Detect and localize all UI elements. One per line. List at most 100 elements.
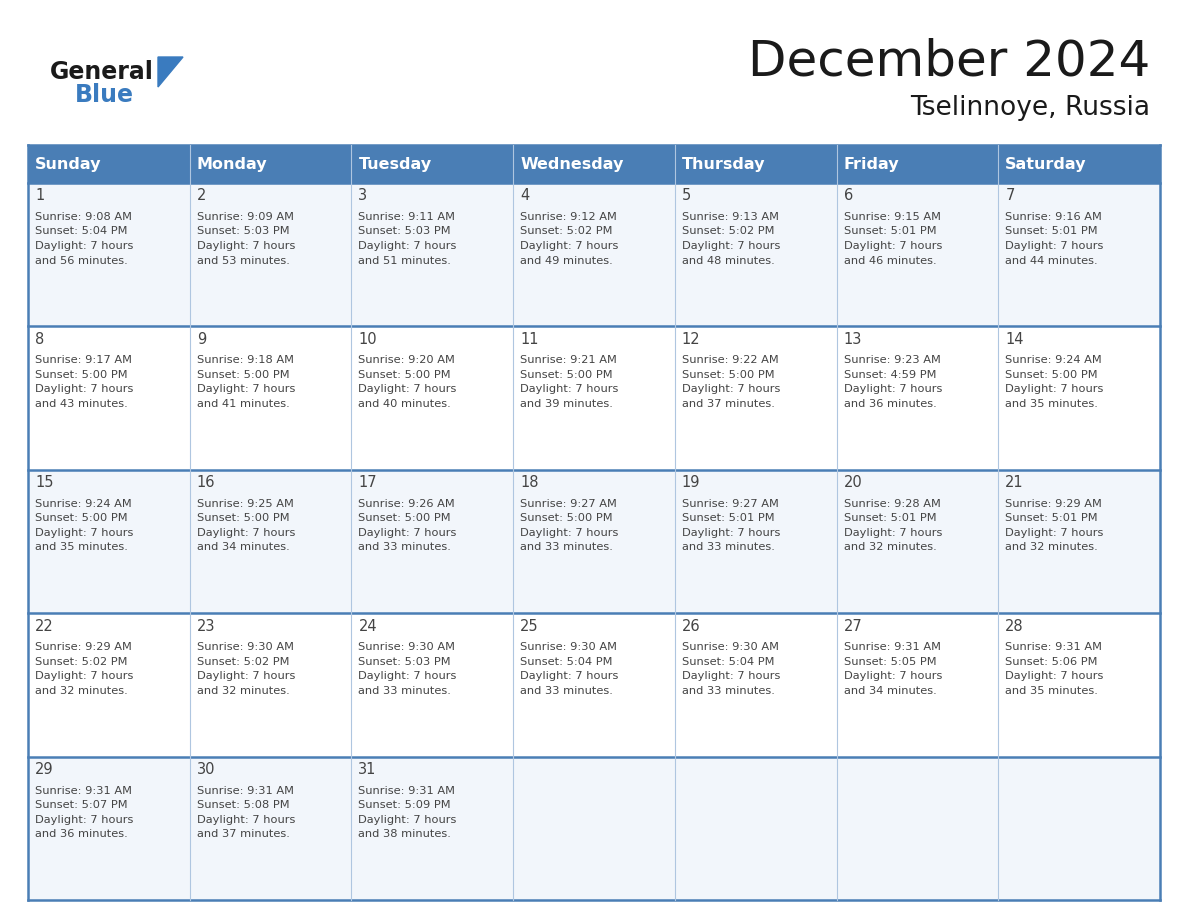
- Text: Sunrise: 9:28 AM: Sunrise: 9:28 AM: [843, 498, 941, 509]
- Text: Tuesday: Tuesday: [359, 158, 431, 173]
- Text: Daylight: 7 hours: Daylight: 7 hours: [843, 671, 942, 681]
- Text: Sunrise: 9:30 AM: Sunrise: 9:30 AM: [197, 643, 293, 652]
- Text: Sunrise: 9:31 AM: Sunrise: 9:31 AM: [1005, 643, 1102, 652]
- Text: Daylight: 7 hours: Daylight: 7 hours: [520, 385, 619, 395]
- Text: 14: 14: [1005, 332, 1024, 347]
- Text: and 35 minutes.: and 35 minutes.: [1005, 399, 1098, 409]
- Text: 13: 13: [843, 332, 862, 347]
- Text: Daylight: 7 hours: Daylight: 7 hours: [34, 671, 133, 681]
- Text: Daylight: 7 hours: Daylight: 7 hours: [1005, 241, 1104, 251]
- Text: Sunrise: 9:24 AM: Sunrise: 9:24 AM: [1005, 355, 1102, 365]
- Text: Daylight: 7 hours: Daylight: 7 hours: [34, 241, 133, 251]
- Text: 4: 4: [520, 188, 530, 204]
- Text: Daylight: 7 hours: Daylight: 7 hours: [520, 241, 619, 251]
- Text: 16: 16: [197, 476, 215, 490]
- Text: and 43 minutes.: and 43 minutes.: [34, 399, 128, 409]
- Text: Sunset: 5:04 PM: Sunset: 5:04 PM: [34, 227, 127, 237]
- Text: Sunrise: 9:20 AM: Sunrise: 9:20 AM: [359, 355, 455, 365]
- Bar: [29, 183, 1159, 327]
- Text: and 53 minutes.: and 53 minutes.: [197, 255, 290, 265]
- Text: Daylight: 7 hours: Daylight: 7 hours: [843, 241, 942, 251]
- Text: and 32 minutes.: and 32 minutes.: [197, 686, 290, 696]
- Text: Sunrise: 9:09 AM: Sunrise: 9:09 AM: [197, 212, 293, 222]
- Text: Sunset: 5:03 PM: Sunset: 5:03 PM: [359, 227, 451, 237]
- Text: Sunrise: 9:22 AM: Sunrise: 9:22 AM: [682, 355, 778, 365]
- Text: 18: 18: [520, 476, 538, 490]
- Text: Sunrise: 9:31 AM: Sunrise: 9:31 AM: [843, 643, 941, 652]
- Text: Sunset: 5:08 PM: Sunset: 5:08 PM: [197, 800, 290, 810]
- Text: Sunset: 5:00 PM: Sunset: 5:00 PM: [359, 370, 451, 380]
- Text: Sunrise: 9:30 AM: Sunrise: 9:30 AM: [520, 643, 617, 652]
- Text: Daylight: 7 hours: Daylight: 7 hours: [34, 528, 133, 538]
- Bar: [29, 470, 1159, 613]
- Text: 11: 11: [520, 332, 538, 347]
- Text: 10: 10: [359, 332, 377, 347]
- Text: Daylight: 7 hours: Daylight: 7 hours: [34, 385, 133, 395]
- Text: 30: 30: [197, 762, 215, 778]
- Text: and 33 minutes.: and 33 minutes.: [359, 686, 451, 696]
- Text: and 34 minutes.: and 34 minutes.: [197, 543, 290, 553]
- Text: Sunday: Sunday: [34, 158, 101, 173]
- Text: Sunrise: 9:25 AM: Sunrise: 9:25 AM: [197, 498, 293, 509]
- Text: Sunrise: 9:31 AM: Sunrise: 9:31 AM: [359, 786, 455, 796]
- Text: Sunset: 5:00 PM: Sunset: 5:00 PM: [197, 370, 290, 380]
- Text: and 37 minutes.: and 37 minutes.: [682, 399, 775, 409]
- Text: Sunrise: 9:08 AM: Sunrise: 9:08 AM: [34, 212, 132, 222]
- Text: Daylight: 7 hours: Daylight: 7 hours: [1005, 671, 1104, 681]
- Text: Sunrise: 9:18 AM: Sunrise: 9:18 AM: [197, 355, 293, 365]
- Text: 3: 3: [359, 188, 367, 204]
- Text: 26: 26: [682, 619, 701, 633]
- Text: 7: 7: [1005, 188, 1015, 204]
- Text: Sunset: 5:01 PM: Sunset: 5:01 PM: [843, 227, 936, 237]
- Text: Sunrise: 9:30 AM: Sunrise: 9:30 AM: [359, 643, 455, 652]
- Text: Sunset: 5:02 PM: Sunset: 5:02 PM: [520, 227, 613, 237]
- Text: Sunset: 5:01 PM: Sunset: 5:01 PM: [843, 513, 936, 523]
- Text: Sunrise: 9:16 AM: Sunrise: 9:16 AM: [1005, 212, 1102, 222]
- Text: 27: 27: [843, 619, 862, 633]
- Text: Sunset: 5:00 PM: Sunset: 5:00 PM: [34, 370, 127, 380]
- Text: 9: 9: [197, 332, 206, 347]
- Text: and 51 minutes.: and 51 minutes.: [359, 255, 451, 265]
- Text: Sunrise: 9:30 AM: Sunrise: 9:30 AM: [682, 643, 779, 652]
- Text: and 35 minutes.: and 35 minutes.: [34, 543, 128, 553]
- Bar: [29, 327, 1159, 470]
- Text: 20: 20: [843, 476, 862, 490]
- Text: Sunset: 5:00 PM: Sunset: 5:00 PM: [682, 370, 775, 380]
- Text: December 2024: December 2024: [747, 38, 1150, 86]
- Text: Sunset: 5:04 PM: Sunset: 5:04 PM: [682, 656, 775, 666]
- Text: Daylight: 7 hours: Daylight: 7 hours: [843, 528, 942, 538]
- Text: Sunrise: 9:29 AM: Sunrise: 9:29 AM: [1005, 498, 1102, 509]
- Text: Monday: Monday: [197, 158, 267, 173]
- Text: Daylight: 7 hours: Daylight: 7 hours: [520, 528, 619, 538]
- Text: Sunrise: 9:21 AM: Sunrise: 9:21 AM: [520, 355, 617, 365]
- Text: Sunset: 5:00 PM: Sunset: 5:00 PM: [34, 513, 127, 523]
- Text: Daylight: 7 hours: Daylight: 7 hours: [359, 671, 457, 681]
- Text: Daylight: 7 hours: Daylight: 7 hours: [520, 671, 619, 681]
- Text: Sunset: 5:07 PM: Sunset: 5:07 PM: [34, 800, 127, 810]
- Text: Sunset: 5:00 PM: Sunset: 5:00 PM: [359, 513, 451, 523]
- Text: Blue: Blue: [75, 83, 134, 107]
- Text: Daylight: 7 hours: Daylight: 7 hours: [359, 528, 457, 538]
- Text: Thursday: Thursday: [682, 158, 765, 173]
- Text: Sunset: 5:01 PM: Sunset: 5:01 PM: [1005, 513, 1098, 523]
- Text: and 36 minutes.: and 36 minutes.: [843, 399, 936, 409]
- Text: Daylight: 7 hours: Daylight: 7 hours: [34, 814, 133, 824]
- Text: Sunset: 5:00 PM: Sunset: 5:00 PM: [520, 513, 613, 523]
- Text: Sunset: 5:03 PM: Sunset: 5:03 PM: [197, 227, 290, 237]
- Text: and 33 minutes.: and 33 minutes.: [682, 543, 775, 553]
- Text: 2: 2: [197, 188, 206, 204]
- Text: Sunrise: 9:31 AM: Sunrise: 9:31 AM: [34, 786, 132, 796]
- Text: and 40 minutes.: and 40 minutes.: [359, 399, 451, 409]
- Text: 17: 17: [359, 476, 377, 490]
- Text: and 33 minutes.: and 33 minutes.: [682, 686, 775, 696]
- Text: Daylight: 7 hours: Daylight: 7 hours: [682, 528, 781, 538]
- Text: 31: 31: [359, 762, 377, 778]
- Bar: [29, 756, 1159, 900]
- Text: Daylight: 7 hours: Daylight: 7 hours: [197, 528, 295, 538]
- Text: Sunrise: 9:11 AM: Sunrise: 9:11 AM: [359, 212, 455, 222]
- Text: and 41 minutes.: and 41 minutes.: [197, 399, 290, 409]
- Text: 28: 28: [1005, 619, 1024, 633]
- Text: Sunset: 5:01 PM: Sunset: 5:01 PM: [682, 513, 775, 523]
- Text: Sunrise: 9:13 AM: Sunrise: 9:13 AM: [682, 212, 779, 222]
- Text: 1: 1: [34, 188, 44, 204]
